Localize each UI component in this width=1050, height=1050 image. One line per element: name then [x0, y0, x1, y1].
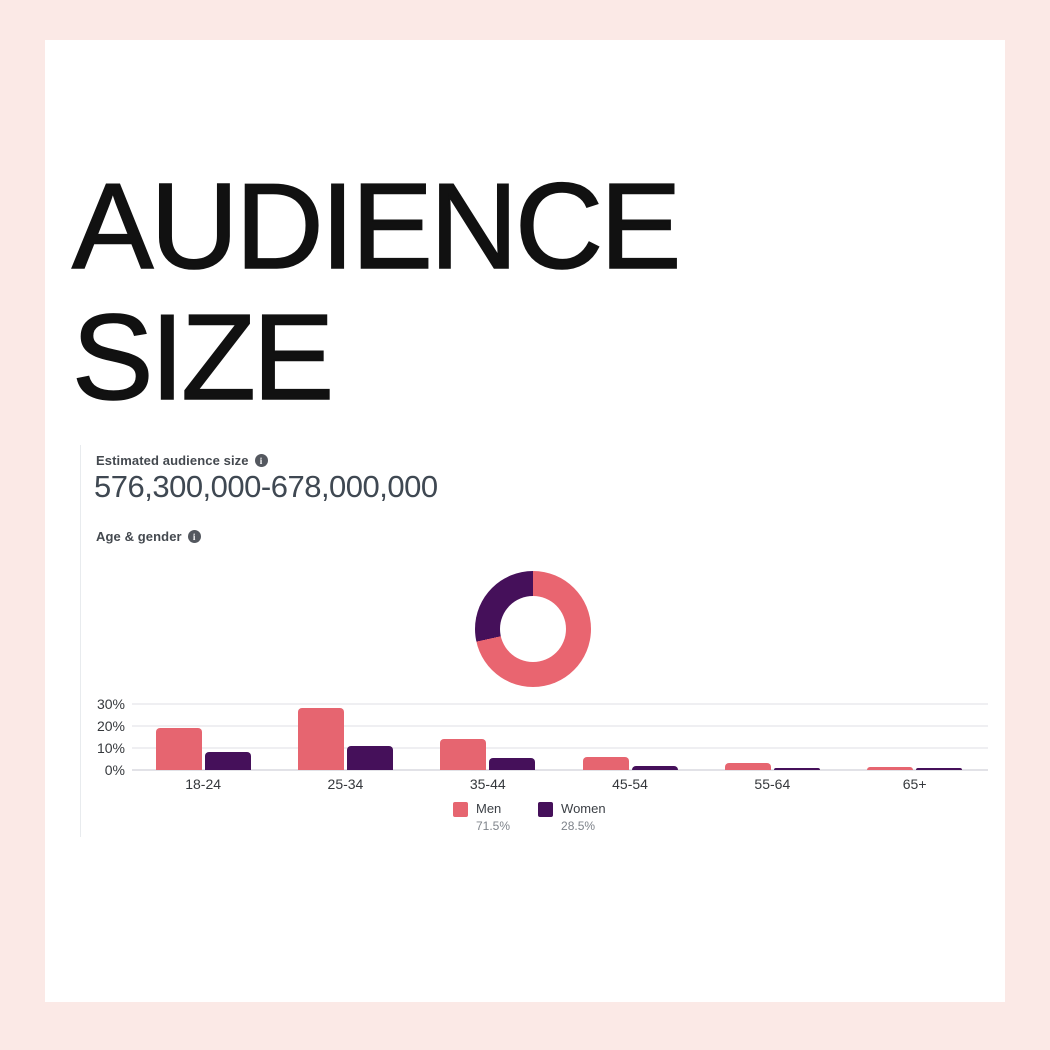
x-axis-label-35-44: 35-44 [469, 776, 506, 792]
bar-men-55-64 [724, 763, 771, 770]
gridline-30% [132, 703, 988, 705]
y-axis-label-20%: 20% [96, 718, 125, 734]
estimated-audience-size-row: Estimated audience size i [96, 453, 268, 468]
bar-women-55-64 [773, 767, 820, 770]
info-icon[interactable]: i [187, 530, 201, 543]
gender-donut-chart [475, 571, 591, 687]
bar-men-35-44 [440, 739, 487, 770]
legend-item-men: Men 71.5% [453, 801, 510, 833]
y-axis-label-10%: 10% [96, 740, 125, 756]
gridline-20% [132, 725, 988, 727]
bar-group-55-64 [701, 704, 843, 770]
x-axis-label-55-64: 55-64 [754, 776, 791, 792]
age-gender-row: Age & gender i [96, 529, 201, 544]
estimated-audience-size-label: Estimated audience size [96, 453, 249, 468]
bar-group-65+ [844, 704, 986, 770]
bar-women-65+ [916, 767, 963, 770]
bar-men-25-34 [297, 708, 344, 770]
age-gender-label: Age & gender [96, 529, 182, 544]
bar-group-25-34 [274, 704, 416, 770]
page-title-line-2: SIZE [71, 289, 335, 426]
bar-group-45-54 [559, 704, 701, 770]
y-axis-label-0%: 0% [104, 762, 125, 778]
x-axis-label-45-54: 45-54 [612, 776, 648, 792]
legend-percent-women: 28.5% [561, 819, 596, 833]
men-color-swatch [453, 802, 468, 817]
bar-men-65+ [867, 766, 914, 770]
content-card: AUDIENCE SIZE Estimated audience size i … [45, 40, 1005, 1002]
bar-group-18-24 [132, 704, 274, 770]
x-axis-label-65+: 65+ [902, 776, 927, 792]
chart-legend: Men 71.5% Women 28.5% [453, 801, 606, 833]
bar-men-18-24 [155, 728, 202, 770]
estimated-audience-size-value: 576,300,000-678,000,000 [94, 469, 438, 504]
legend-label-men: Men [476, 801, 502, 816]
page-title: AUDIENCE SIZE [71, 157, 682, 426]
bar-men-45-54 [582, 756, 629, 770]
legend-item-women: Women 28.5% [538, 801, 606, 833]
legend-label-women: Women [561, 801, 606, 816]
bar-group-35-44 [417, 704, 559, 770]
women-color-swatch [538, 802, 554, 817]
legend-percent-men: 71.5% [476, 819, 511, 833]
y-axis-label-30%: 30% [96, 696, 125, 712]
bar-women-18-24 [204, 752, 251, 770]
x-axis-label-25-34: 25-34 [327, 776, 364, 792]
gridline-0% [132, 769, 988, 771]
x-axis-label-18-24: 18-24 [185, 776, 222, 792]
audience-insights-panel: Estimated audience size i 576,300,000-67… [80, 445, 1005, 837]
gridline-10% [132, 747, 988, 749]
bar-women-35-44 [489, 757, 536, 770]
bar-women-25-34 [346, 745, 393, 770]
bar-women-45-54 [631, 765, 678, 770]
info-icon[interactable]: i [254, 454, 268, 467]
page-title-line-1: AUDIENCE [71, 157, 682, 294]
